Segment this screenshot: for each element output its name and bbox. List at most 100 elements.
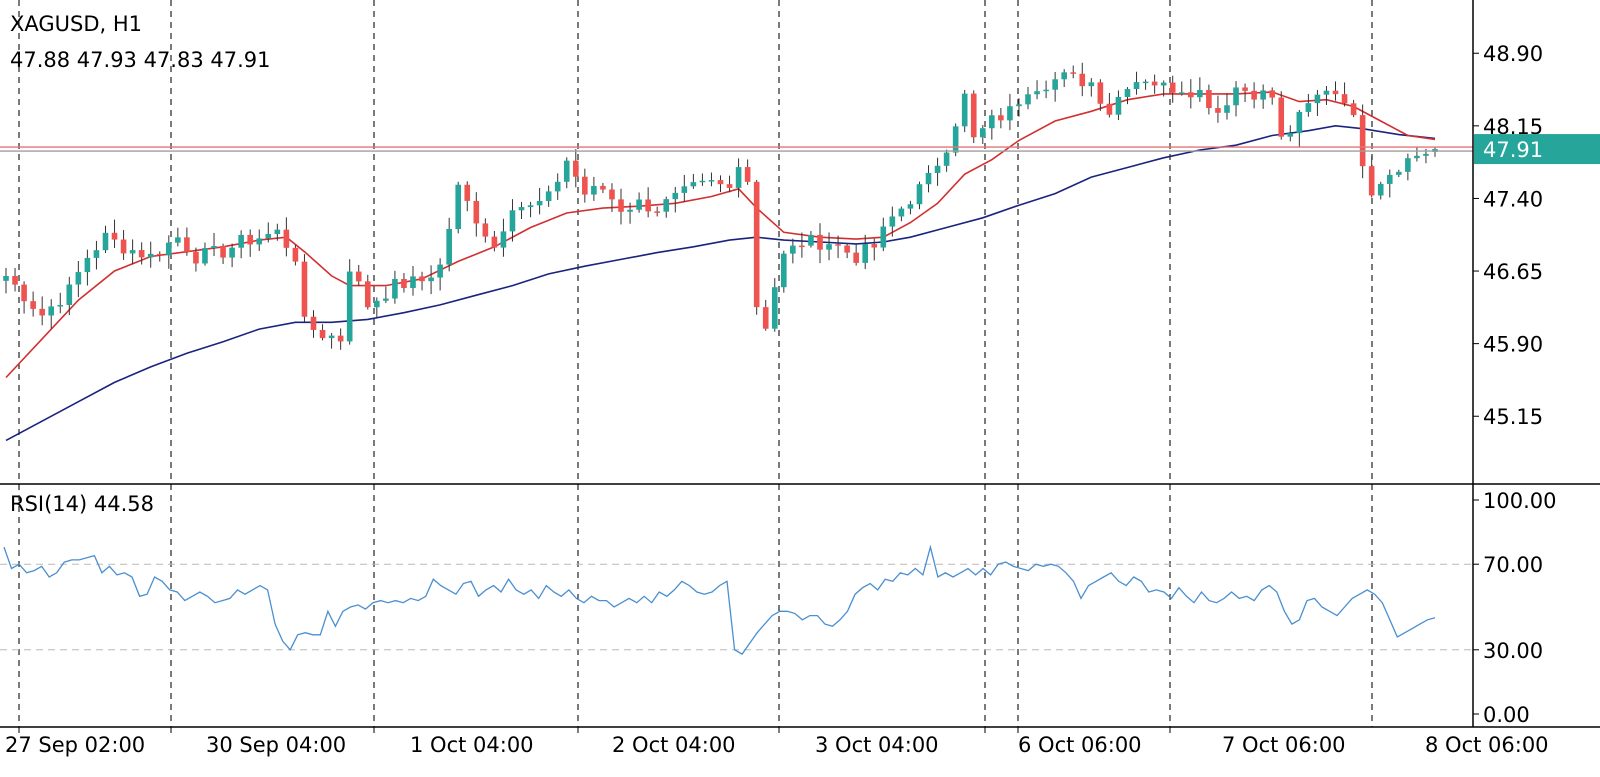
candlestick <box>771 278 778 332</box>
rsi-tick-label: 100.00 <box>1483 489 1556 513</box>
rsi-tick-label: 70.00 <box>1483 553 1543 577</box>
candlestick <box>1070 65 1077 79</box>
fast-moving-average-line <box>5 91 1436 379</box>
candlestick <box>211 232 217 257</box>
candlestick <box>175 227 181 247</box>
candle-body <box>1178 92 1185 94</box>
candle-body <box>66 284 73 305</box>
candlestick <box>907 200 914 215</box>
candle-body <box>1359 115 1366 167</box>
candlestick <box>799 232 805 258</box>
candlestick <box>880 217 887 252</box>
candle-body <box>916 184 923 205</box>
slow-moving-average-line <box>5 124 1436 442</box>
candlestick <box>1278 91 1285 140</box>
candlestick <box>156 251 163 262</box>
candle-body <box>1423 153 1429 156</box>
candlestick <box>337 328 344 350</box>
candlestick <box>609 183 615 213</box>
candle-body <box>1224 105 1230 113</box>
candlestick <box>654 206 660 217</box>
candlestick <box>165 235 172 269</box>
candlestick <box>781 250 787 293</box>
candlestick <box>1242 83 1248 103</box>
candlestick <box>1197 77 1203 102</box>
candle-body <box>645 199 651 212</box>
time-tick-label: 7 Oct 06:00 <box>1222 733 1346 757</box>
candle-body <box>211 246 217 249</box>
candle-body <box>790 245 796 254</box>
candlestick <box>1169 75 1176 103</box>
candle-body <box>699 180 706 183</box>
candle-body <box>3 276 9 281</box>
candlestick <box>265 222 272 243</box>
candle-body <box>708 180 715 182</box>
candlestick <box>473 192 480 237</box>
candle-body <box>464 184 471 201</box>
candle-body <box>672 192 679 200</box>
candle-body <box>274 229 281 234</box>
candlestick <box>193 247 199 272</box>
candlestick <box>699 173 706 186</box>
candle-body <box>12 276 18 285</box>
candlestick <box>1160 80 1167 97</box>
grid-lines <box>0 0 1473 727</box>
price-tick-label: 45.15 <box>1483 405 1543 429</box>
candlestick <box>1088 78 1095 97</box>
candle-body <box>57 304 64 307</box>
candle-body <box>925 172 932 185</box>
candle-body <box>1188 92 1194 98</box>
candlestick-series <box>3 62 1438 350</box>
candle-body <box>509 210 516 232</box>
candle-body <box>989 115 995 129</box>
candle-body <box>256 238 263 245</box>
candlestick <box>301 254 308 322</box>
candle-body <box>283 229 290 248</box>
time-tick-label: 8 Oct 06:00 <box>1425 733 1549 757</box>
candle-body <box>175 237 181 243</box>
candle-body <box>762 307 769 329</box>
candlestick <box>627 202 633 224</box>
candle-body <box>392 278 398 299</box>
candlestick <box>346 259 353 345</box>
candlestick <box>256 229 263 251</box>
candlestick <box>283 217 290 257</box>
candlestick <box>563 157 570 189</box>
time-tick-label: 27 Sep 02:00 <box>5 733 145 757</box>
candlestick <box>509 199 516 242</box>
candlestick <box>961 89 968 133</box>
candle-body <box>500 231 507 248</box>
candle-body <box>337 335 344 342</box>
candlestick <box>1332 81 1339 101</box>
candle-body <box>636 199 642 210</box>
candlestick <box>753 179 760 315</box>
candle-body <box>943 152 950 166</box>
candle-body <box>1169 82 1176 93</box>
candlestick <box>1377 181 1384 200</box>
candle-body <box>1287 133 1294 137</box>
candle-body <box>844 245 850 253</box>
candle-body <box>1197 90 1203 98</box>
candle-body <box>39 308 45 316</box>
candlestick <box>446 217 452 272</box>
candlestick <box>871 238 878 261</box>
candlestick <box>292 244 299 266</box>
candlestick <box>636 192 642 213</box>
candlestick <box>392 270 398 304</box>
candle-body <box>455 184 462 230</box>
candle-body <box>247 234 253 245</box>
candle-body <box>48 306 55 316</box>
rsi-line <box>3 544 1436 655</box>
candle-body <box>419 276 425 282</box>
candle-body <box>491 236 498 248</box>
candle-body <box>808 234 814 246</box>
candlestick <box>500 218 507 257</box>
candlestick <box>916 181 923 210</box>
candlestick <box>419 271 425 291</box>
candle-body <box>1025 94 1031 105</box>
candle-body <box>129 250 136 254</box>
candlestick <box>1359 104 1366 179</box>
candlestick <box>1124 87 1131 105</box>
candlestick <box>645 187 651 218</box>
